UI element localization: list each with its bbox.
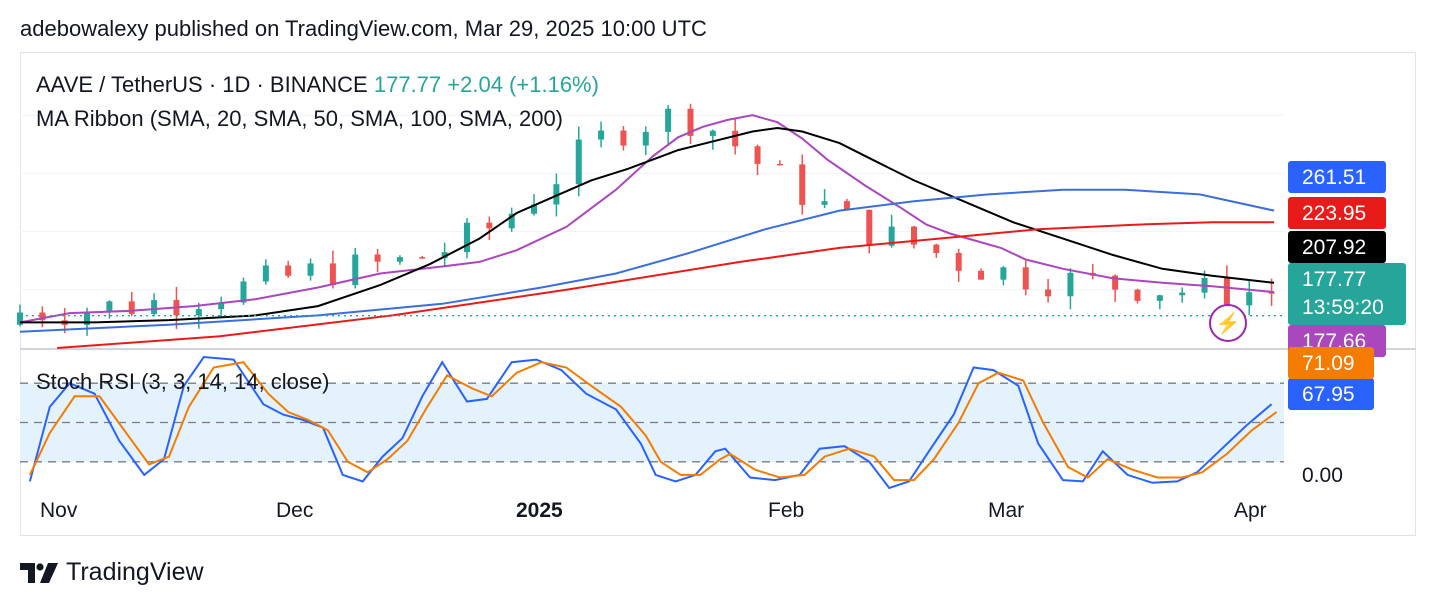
candle-body [553,184,560,205]
candle-body [665,108,672,132]
last-price-tag-text: 177.77 [1302,268,1366,291]
candle-body [486,222,493,229]
candle-body [374,254,381,262]
candle-body [195,309,202,316]
x-tick-label: Feb [768,499,804,522]
price-change: +2.04 (+1.16%) [447,72,599,97]
candle-body [1156,295,1163,301]
candle-body [240,281,247,303]
ma-line-sma-50 [20,126,1275,324]
candle-body [218,302,225,310]
last-price: 177.77 [373,72,442,97]
candle-body [821,201,828,205]
candle-body [329,263,336,286]
candle-body [1112,275,1119,290]
ma-line-sma-100 [19,188,1275,333]
tradingview-logo-icon [20,562,58,583]
brand-name: TradingView [66,558,204,586]
candle-body [106,301,113,312]
candle-body [754,146,761,164]
candle-body [531,204,538,214]
candle-body [843,201,850,210]
x-tick-label: Dec [276,499,313,522]
candle-body [598,130,605,140]
candle-body [396,257,403,262]
candle-body [910,226,917,245]
candle-body [732,130,739,147]
lightning-icon[interactable]: ⚡ [1209,304,1247,342]
stoch-tag-bg [1288,378,1374,410]
x-tick-label: Mar [988,499,1024,522]
price-tag-text: 207.92 [1302,236,1366,259]
ma-ribbon-legend[interactable]: MA Ribbon (SMA, 20, SMA, 50, SMA, 100, S… [36,106,564,131]
symbol-name: AAVE / TetherUS · 1D · BINANCE [36,72,368,97]
stoch-line-pct-k [28,355,1273,490]
candle-body [441,252,448,259]
candle-body [799,164,806,205]
candle-body [39,312,46,321]
last-price-tag-text: 13:59:20 [1302,296,1384,319]
stoch-line-pct-d [28,361,1278,482]
candle-body [84,311,91,325]
stoch-rsi-legend[interactable]: Stoch RSI (3, 3, 14, 14, close) [36,369,330,394]
candle-body [933,244,940,253]
price-tag-bg [1288,161,1386,193]
chart-frame [20,52,1416,536]
price-tag-bg [1288,197,1386,229]
candle-body [151,300,158,314]
candle-body [508,213,515,229]
candle-body [262,265,269,282]
candle-body [1134,289,1141,301]
candle-body [352,254,359,286]
candle-body [866,209,873,246]
x-tick-label: 2025 [516,499,563,522]
candle-body [1000,267,1007,280]
candle-body [1246,292,1253,306]
stoch-tag-text: 67.95 [1302,383,1355,406]
candle-body [17,312,23,325]
candle-body [888,226,895,246]
price-tag-text: 261.51 [1302,166,1366,189]
candle-body [1179,292,1186,296]
stoch-tag-text: 71.09 [1302,352,1355,375]
candle-body [575,139,582,185]
candle-body [642,131,649,146]
candle-body [1067,272,1074,297]
candle-body [709,130,716,136]
candle-body [285,265,292,276]
ma-line-sma-200 [57,221,1275,349]
candle-body [776,163,783,166]
candle-body [463,222,470,253]
x-tick-label: Nov [40,499,78,522]
ma-line-sma-20 [19,114,1275,324]
price-tag-bg [1288,231,1386,263]
candle-body [128,301,135,314]
price-tag-text: 223.95 [1302,202,1366,225]
candle-body [955,252,962,271]
footer-brand[interactable]: TradingView [20,558,204,587]
candles-group [17,103,1275,336]
publisher-header: adebowalexy published on TradingView.com… [20,16,707,41]
stoch-tag-bg [1288,347,1374,379]
candle-body [307,263,314,276]
candle-body [419,257,426,259]
last-price-tag-bg [1288,263,1406,325]
x-tick-label: Apr [1234,499,1267,522]
candle-body [1223,277,1230,306]
stoch-y-tick-label: 0.00 [1302,464,1343,487]
candle-body [978,270,985,280]
symbol-legend[interactable]: AAVE / TetherUS · 1D · BINANCE 177.77 +2… [36,72,599,98]
candle-body [1045,289,1052,297]
candle-body [1268,292,1275,294]
candle-body [687,108,694,136]
candle-body [620,130,627,146]
candle-body [1022,267,1029,290]
